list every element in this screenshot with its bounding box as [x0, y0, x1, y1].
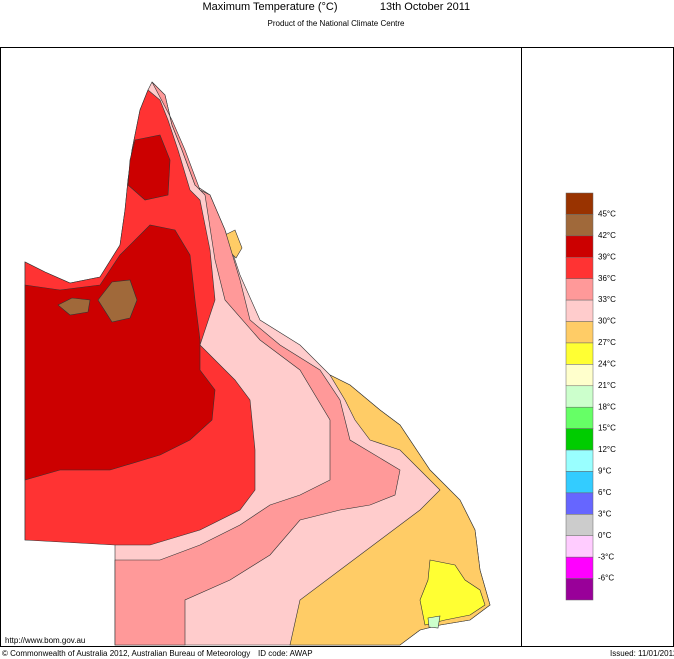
zone-42-45 [97, 279, 138, 323]
title: Maximum Temperature (°C) [202, 1, 337, 13]
legend-swatch [565, 299, 594, 322]
legend-swatch [565, 428, 594, 451]
legend-swatch [565, 556, 594, 579]
subtitle: Product of the National Climate Centre [268, 19, 406, 28]
legend-label: 18°C [598, 402, 616, 411]
map [24, 81, 491, 646]
issued: Issued: 11/01/2012 [610, 649, 674, 658]
legend-label: 6°C [598, 488, 612, 497]
legend-swatch [565, 321, 594, 344]
legend-label: 30°C [598, 317, 616, 326]
legend-swatch [565, 364, 594, 387]
legend-swatch [565, 514, 594, 536]
zone-42-45b [57, 297, 91, 316]
legend-swatch [565, 192, 594, 215]
legend-label: 12°C [598, 445, 616, 454]
legend-swatch [565, 235, 594, 258]
legend-swatch [565, 257, 594, 279]
zone-39-42b [127, 134, 171, 201]
zone-18-21 [427, 615, 441, 629]
legend-label: -6°C [598, 574, 614, 583]
legend-swatch [565, 578, 594, 601]
legend-swatch [565, 385, 594, 408]
url: http://www.bom.gov.au [5, 636, 85, 645]
legend-label: 33°C [598, 295, 616, 304]
legend-swatch [565, 342, 594, 365]
legend-swatch [565, 214, 594, 237]
legend-label: 3°C [598, 509, 612, 518]
legend-swatch [565, 406, 594, 429]
legend-label: 36°C [598, 274, 616, 283]
legend: 45°C 42°C 39°C 36°C 33°C 30°C 27°C 24°C 21°C 18°C… [565, 192, 616, 601]
id-code: ID code: AWAP [258, 649, 313, 658]
legend-swatch [565, 449, 594, 472]
legend-label: 42°C [598, 231, 616, 240]
copyright: © Commonwealth of Australia 2012, Austra… [2, 649, 250, 658]
legend-label: 24°C [598, 359, 616, 368]
zone-39-42 [24, 224, 216, 481]
zone-33-36 [114, 81, 401, 646]
legend-swatch [565, 492, 594, 515]
legend-swatch [565, 278, 594, 301]
legend-label: 27°C [598, 338, 616, 347]
legend-label: 45°C [598, 210, 616, 219]
date: 13th October 2011 [380, 1, 470, 13]
legend-label: 0°C [598, 531, 612, 540]
legend-label: 21°C [598, 381, 616, 390]
legend-label: 39°C [598, 252, 616, 261]
legend-label: 15°C [598, 424, 616, 433]
legend-label: 9°C [598, 467, 612, 476]
zone-24-27 [419, 559, 486, 626]
legend-label: -3°C [598, 552, 614, 561]
legend-swatch [565, 535, 594, 558]
legend-swatch [565, 471, 594, 494]
